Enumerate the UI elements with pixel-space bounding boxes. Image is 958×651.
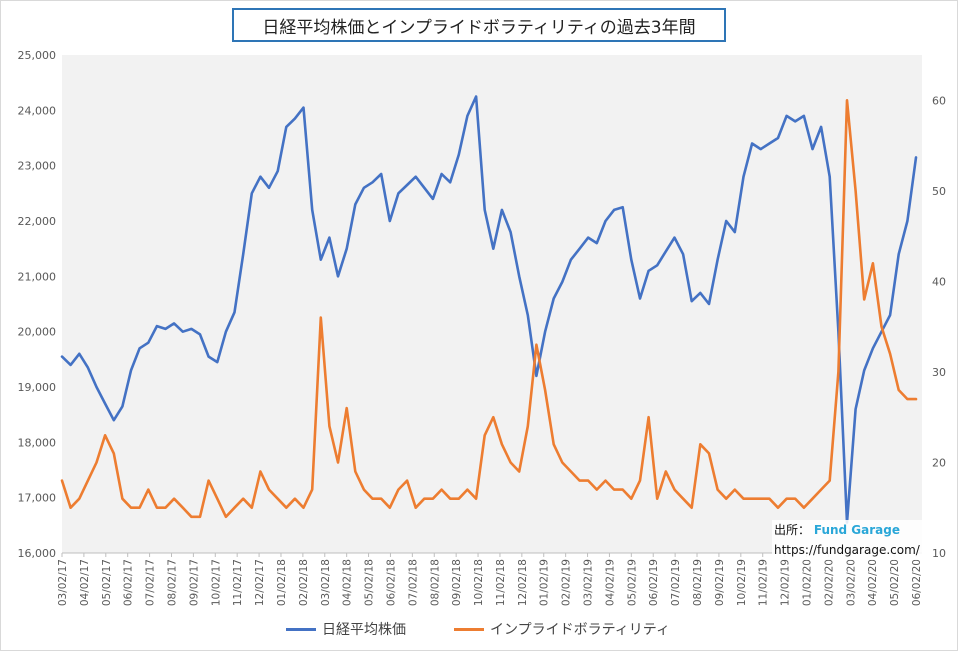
x-tick-label: 11/02/19 bbox=[758, 559, 770, 606]
x-tick-label: 07/02/18 bbox=[407, 559, 419, 606]
x-tick-label: 10/02/17 bbox=[210, 559, 222, 606]
y-right-tick-label: 50 bbox=[932, 185, 946, 198]
y-right-tick-label: 30 bbox=[932, 366, 946, 379]
x-tick-label: 09/02/19 bbox=[714, 559, 726, 606]
chart-title-text: 日経平均株価とインプライドボラティリティの過去3年間 bbox=[262, 17, 696, 38]
x-tick-label: 03/02/17 bbox=[57, 559, 69, 606]
x-tick-label: 02/02/19 bbox=[561, 559, 573, 606]
y-left-axis: 16,000 17,000 18,000 19,000 20,000 21,000 22,0… bbox=[18, 49, 57, 560]
x-tick-label: 08/02/18 bbox=[429, 559, 441, 606]
y-right-tick-label: 20 bbox=[932, 456, 946, 469]
y-left-tick-label: 17,000 bbox=[18, 492, 57, 505]
y-left-tick-label: 25,000 bbox=[18, 49, 57, 62]
source-note: 出所： Fund Garage https://fundgarage.com/ bbox=[772, 520, 922, 560]
legend-label-iv: インプライドボラティリティ bbox=[490, 622, 670, 638]
x-tick-label: 03/02/20 bbox=[845, 559, 857, 606]
x-tick-label: 05/02/19 bbox=[626, 559, 638, 606]
x-tick-label: 01/02/20 bbox=[802, 559, 814, 606]
x-tick-label: 07/02/19 bbox=[670, 559, 682, 606]
plot-background bbox=[62, 55, 922, 553]
chart-title: 日経平均株価とインプライドボラティリティの過去3年間 bbox=[232, 8, 726, 42]
x-tick-label: 10/02/19 bbox=[736, 559, 748, 606]
x-tick-label: 03/02/18 bbox=[320, 559, 332, 606]
series-line-iv bbox=[60, 99, 918, 519]
x-tick-label: 12/02/17 bbox=[254, 559, 266, 606]
x-tick-label: 08/02/17 bbox=[166, 559, 178, 606]
x-tick-label: 09/02/18 bbox=[451, 559, 463, 606]
x-tick-label: 10/02/18 bbox=[473, 559, 485, 606]
x-tick-label: 04/02/20 bbox=[867, 559, 879, 606]
x-tick-label: 02/02/18 bbox=[298, 559, 310, 606]
x-tick-label: 11/02/17 bbox=[232, 559, 244, 606]
x-tick-label: 09/02/17 bbox=[188, 559, 200, 606]
x-tick-label: 05/02/17 bbox=[101, 559, 113, 606]
x-tick-label: 06/02/18 bbox=[385, 559, 397, 606]
y-left-tick-label: 23,000 bbox=[18, 160, 57, 173]
y-right-axis: 10 20 30 40 50 60 bbox=[932, 94, 946, 560]
x-tick-label: 05/02/20 bbox=[889, 559, 901, 606]
y-right-tick-label: 60 bbox=[932, 94, 946, 107]
y-left-tick-label: 24,000 bbox=[18, 104, 57, 117]
legend-item-iv: インプライドボラティリティ bbox=[454, 619, 670, 639]
source-name: Fund Garage bbox=[813, 523, 900, 537]
x-tick-label: 12/02/18 bbox=[517, 559, 529, 606]
x-tick-label: 06/02/17 bbox=[123, 559, 135, 606]
y-right-tick-label: 40 bbox=[932, 275, 946, 288]
legend-swatch-nikkei bbox=[286, 627, 317, 631]
x-tick-label: 06/02/19 bbox=[648, 559, 660, 606]
x-tick-label: 04/02/19 bbox=[604, 559, 616, 606]
legend-swatch-iv bbox=[454, 627, 485, 631]
series-layer bbox=[60, 95, 918, 524]
y-left-tick-label: 22,000 bbox=[18, 215, 57, 228]
legend-label-nikkei: 日経平均株価 bbox=[322, 622, 407, 638]
x-axis: 03/02/17 04/02/17 05/02/17 06/02/17 07/02/17… bbox=[57, 552, 923, 606]
y-left-tick-label: 19,000 bbox=[18, 381, 57, 394]
x-tick-label: 12/02/19 bbox=[780, 559, 792, 606]
series-line-nikkei bbox=[60, 95, 918, 524]
legend: 日経平均株価 インプライドボラティリティ bbox=[0, 618, 956, 640]
source-label: 出所： bbox=[774, 523, 811, 537]
x-tick-label: 01/02/18 bbox=[276, 559, 288, 606]
x-tick-label: 03/02/19 bbox=[583, 559, 595, 606]
y-left-tick-label: 16,000 bbox=[18, 547, 57, 560]
x-tick-label: 01/02/19 bbox=[539, 559, 551, 606]
y-right-tick-label: 10 bbox=[932, 547, 946, 560]
x-tick-label: 04/02/17 bbox=[79, 559, 91, 606]
y-left-tick-label: 18,000 bbox=[18, 436, 57, 449]
x-tick-label: 08/02/19 bbox=[692, 559, 704, 606]
x-tick-label: 07/02/17 bbox=[145, 559, 157, 606]
legend-item-nikkei: 日経平均株価 bbox=[286, 619, 406, 639]
x-tick-label: 02/02/20 bbox=[823, 559, 835, 606]
y-left-tick-label: 21,000 bbox=[18, 270, 57, 283]
x-tick-label: 11/02/18 bbox=[495, 559, 507, 606]
x-tick-label: 06/02/20 bbox=[911, 559, 923, 606]
y-left-tick-label: 20,000 bbox=[18, 326, 57, 339]
source-url: https://fundgarage.com/ bbox=[774, 543, 920, 557]
x-tick-label: 05/02/18 bbox=[364, 559, 376, 606]
x-tick-label: 04/02/18 bbox=[342, 559, 354, 606]
